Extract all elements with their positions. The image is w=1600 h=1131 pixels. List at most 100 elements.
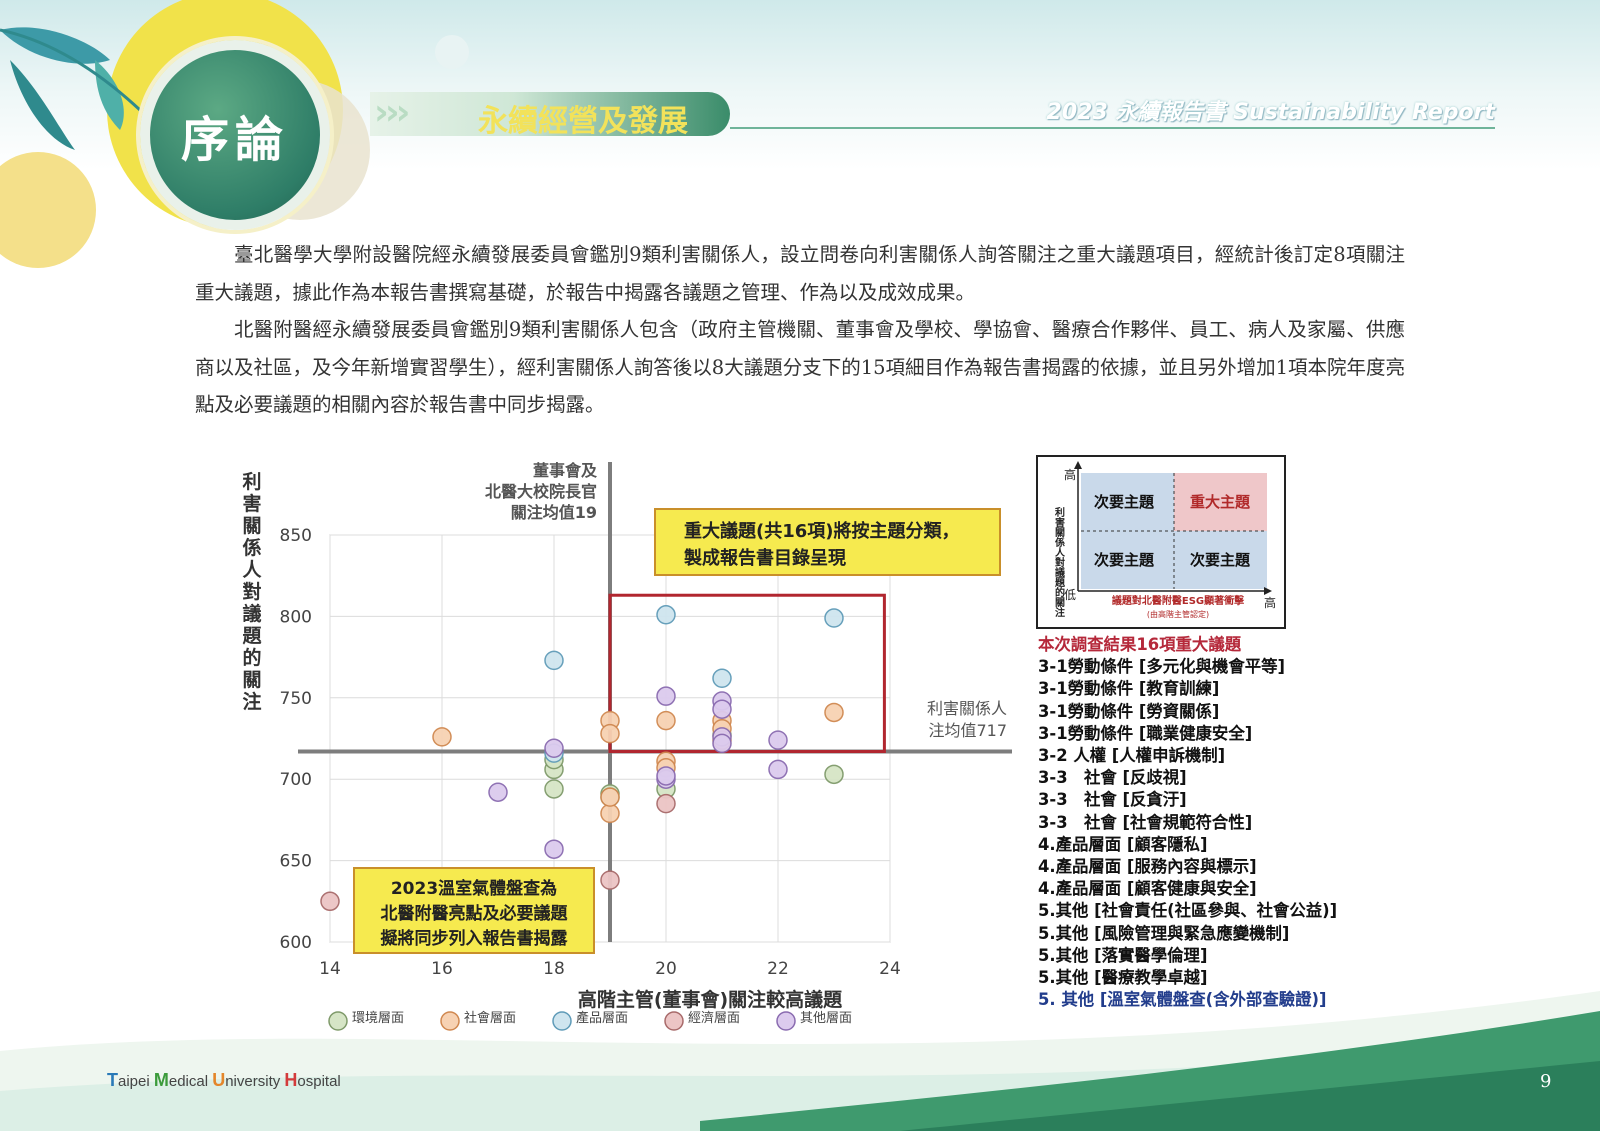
legend-marker — [440, 1011, 460, 1031]
legend-marker — [776, 1011, 796, 1031]
data-point — [824, 764, 844, 785]
y-axis-title-char: 利 — [242, 471, 261, 493]
y-axis-title-char: 的 — [242, 646, 261, 669]
annotation-box-bottom — [353, 867, 595, 954]
x-tick-label: 16 — [431, 959, 453, 979]
logo-text: edical — [168, 1073, 213, 1090]
section-badge: 序論 — [140, 40, 330, 230]
matrix-cell — [1174, 473, 1267, 531]
data-point — [544, 779, 564, 799]
annotation-box-top — [654, 508, 1001, 576]
matrix-cell-label: 次要主題 — [1094, 551, 1155, 569]
page-number: 9 — [1540, 1071, 1552, 1092]
list-item: 3-1勞動條件 [職業健康安全] — [1038, 723, 1253, 743]
matrix-y-label: 利害關係人對議題的關注 — [1053, 506, 1065, 618]
list-item: 3-1勞動條件 [多元化與機會平等] — [1038, 657, 1285, 677]
data-point — [600, 723, 620, 744]
y-axis-title-char: 關 — [242, 669, 261, 691]
annotation-bottom-text: 2023溫室氣體盤查為 — [391, 878, 557, 899]
legend-marker — [328, 1011, 348, 1031]
title-bar — [370, 92, 730, 136]
list-item: 3-3 社會 [反歧視] — [1038, 768, 1187, 788]
legend-label: 社會層面 — [464, 1010, 516, 1026]
y-axis-title-char: 關 — [242, 515, 261, 537]
issue-list-heading: 本次調查結果16項重大議題 — [1038, 635, 1242, 654]
y-tick-label: 600 — [280, 933, 312, 953]
data-point — [656, 793, 676, 814]
data-point — [544, 738, 564, 759]
annotation-top-text: 重大議題(共16項)將按主題分類， — [684, 520, 960, 542]
arrow-right-icon — [1264, 587, 1272, 595]
y-axis-title-char: 害 — [242, 492, 261, 515]
issue-list: 本次調查結果16項重大議題 3-1勞動條件 [多元化與機會平等] 3-1勞動條件… — [1038, 634, 1337, 1011]
matrix-y-low: 低 — [1064, 588, 1076, 602]
annotation-bottom-text: 擬將同步列入報告書揭露 — [381, 928, 569, 949]
data-point — [600, 787, 620, 807]
y-tick-label: 850 — [280, 526, 312, 546]
data-point — [824, 702, 844, 723]
list-item: 4.產品層面 [顧客隱私] — [1038, 834, 1208, 854]
matrix-cell — [1081, 473, 1174, 531]
page-title: 永續經營及發展 — [478, 104, 688, 139]
data-point — [656, 766, 676, 786]
y-tick-label: 800 — [280, 607, 312, 627]
annotation-bottom-text: 北醫附醫亮點及必要議題 — [381, 903, 569, 924]
small-circle — [435, 35, 469, 69]
matrix-cell-label: 重大主題 — [1190, 493, 1251, 511]
list-item: 3-3 社會 [反貪汙] — [1038, 790, 1187, 810]
list-item: 5.其他 [醫療教學卓越] — [1038, 968, 1208, 988]
data-point — [544, 839, 564, 859]
report-title: 2023 永續報告書 Sustainability Report — [1046, 100, 1495, 125]
board-mean-label: 關注均值19 — [511, 503, 597, 522]
matrix-cell — [1081, 531, 1174, 589]
y-tick-label: 700 — [280, 770, 312, 790]
y-axis-title-char: 題 — [242, 625, 262, 647]
matrix-drawing: 次要主題 重大主題 次要主題 次要主題 高 低 高 議題對北醫附醫ESG顯著衝擊… — [1053, 461, 1276, 619]
data-point — [712, 733, 732, 754]
x-tick-label: 20 — [655, 959, 677, 979]
list-item: 4.產品層面 [顧客健康與安全] — [1038, 879, 1257, 899]
data-point — [768, 759, 788, 780]
data-point — [544, 650, 564, 671]
x-tick-label: 22 — [767, 959, 789, 979]
board-mean-label: 北醫大校院長官 — [485, 482, 597, 501]
x-axis-title: 高階主管(董事會)關注較高議題 — [578, 988, 843, 1011]
logo-letter: H — [284, 1070, 298, 1090]
logo-text: aipei — [118, 1073, 154, 1090]
logo-letter: U — [212, 1070, 226, 1090]
paragraph: 臺北醫學大學附設醫院經永續發展委員會鑑別9類利害關係人，設立問卷向利害關係人詢答… — [195, 243, 1405, 304]
legend-label: 其他層面 — [800, 1011, 852, 1026]
data-point — [712, 668, 732, 689]
leaf-icon — [10, 60, 75, 150]
legend-label: 經濟層面 — [688, 1010, 740, 1026]
annotation-top-text: 製成報告書目錄呈現 — [683, 547, 846, 569]
y-tick-label: 650 — [280, 852, 312, 872]
stakeholder-mean-label: 利害關係人 — [927, 699, 1007, 718]
y-axis-title-char: 議 — [242, 602, 261, 625]
data-point — [432, 727, 452, 747]
chevrons-icon: ››› — [374, 92, 410, 133]
legend-marker — [664, 1011, 684, 1031]
list-item: 3-2 人權 [人權申訴機制] — [1038, 746, 1226, 766]
list-item: 3-3 社會 [社會規範符合性] — [1038, 812, 1253, 832]
x-tick-label: 18 — [543, 959, 565, 979]
list-item-highlight: 5. 其他 [溫室氣體盤查(含外部查驗證)] — [1038, 990, 1327, 1010]
material-issues-box — [608, 593, 886, 754]
list-item: 5.其他 [落實醫學倫理] — [1038, 945, 1208, 965]
matrix-x-high: 高 — [1264, 595, 1276, 610]
data-point — [488, 782, 508, 802]
list-item: 3-1勞動條件 [教育訓練] — [1038, 679, 1220, 699]
data-point — [656, 686, 676, 706]
y-tick-label: 750 — [280, 689, 312, 709]
logo-letter: M — [153, 1070, 169, 1090]
data-point — [600, 870, 620, 890]
list-item: 3-1勞動條件 [勞資關係] — [1038, 701, 1220, 721]
y-axis-title-char: 人 — [242, 559, 262, 581]
body-text: 臺北醫學大學附設醫院經永續發展委員會鑑別9類利害關係人，設立問卷向利害關係人詢答… — [195, 236, 1405, 424]
hospital-logo: Taipei Medical University Hospital — [107, 1070, 341, 1091]
data-point — [712, 699, 732, 719]
y-axis-title-char: 對 — [242, 581, 261, 603]
list-item: 5.其他 [風險管理與緊急應變機制] — [1038, 923, 1290, 943]
logo-letter: T — [107, 1070, 118, 1090]
data-point — [656, 710, 676, 731]
